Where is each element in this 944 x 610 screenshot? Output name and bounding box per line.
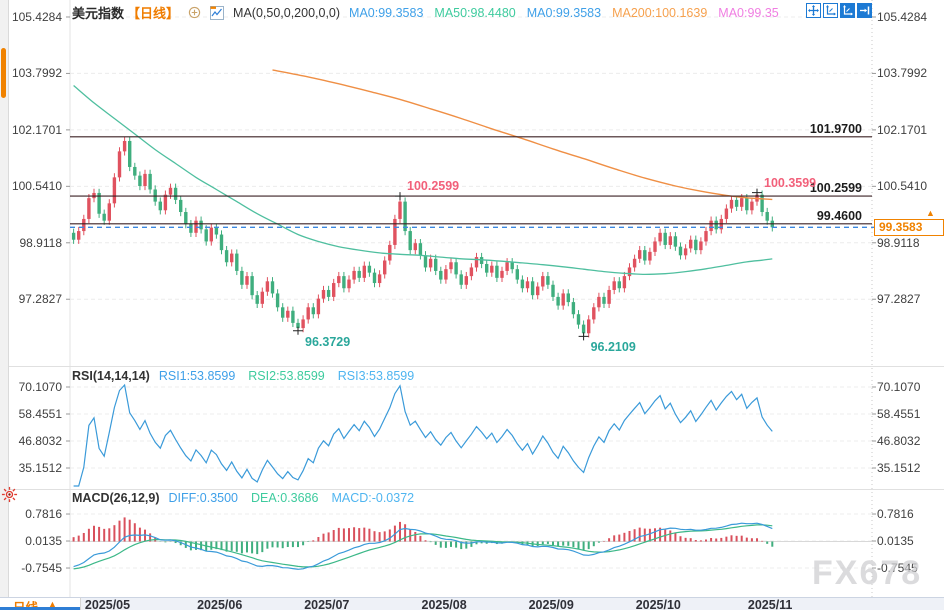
- time-axis-bar: [0, 597, 944, 610]
- macd-value: DIFF:0.3500: [168, 491, 239, 505]
- price-up-arrow-icon: ▲: [926, 208, 935, 219]
- extreme-annotation: 100.3599: [764, 175, 817, 190]
- rsi-axis-tick: 58.4551: [877, 406, 921, 421]
- month-label: 2025/11: [747, 598, 793, 610]
- add-indicator-icon[interactable]: [188, 6, 201, 19]
- period-selector[interactable]: 日线 ▲: [0, 597, 81, 610]
- extreme-annotation: 96.2109: [590, 340, 636, 355]
- month-label: 2025/10: [635, 598, 681, 610]
- month-label: 2025/09: [528, 598, 574, 610]
- period-tag: 【日线】: [127, 6, 180, 21]
- main-axis-tick: 98.9118: [877, 235, 920, 250]
- level-line-label: 99.4600: [816, 208, 862, 223]
- ma-values-row: MA0:99.3583 MA50:98.4480 MA0:99.3583 MA200:…: [349, 6, 779, 20]
- chart-type-icon[interactable]: [210, 5, 225, 20]
- main-axis-tick: 97.2827: [18, 292, 62, 307]
- rsi-axis-tick: 70.1070: [877, 380, 921, 394]
- period-selector-arrow-icon: ▲: [48, 599, 57, 609]
- symbol-title: 美元指数: [72, 6, 125, 21]
- main-axis-tick: 105.4284: [11, 9, 62, 24]
- macd-axis-tick: 0.0135: [25, 534, 62, 549]
- level-line-label: 101.9700: [809, 121, 862, 136]
- pan-crosshair-icon[interactable]: [806, 3, 821, 18]
- rsi-axis-tick: 46.8032: [877, 433, 921, 448]
- rsi-value: RSI2:53.8599: [248, 369, 325, 383]
- main-axis-tick: 102.1701: [11, 122, 62, 137]
- period-selected-underline: [0, 607, 80, 610]
- indicator-settings-sun-icon[interactable]: [1, 486, 18, 503]
- rsi-value: RSI1:53.8599: [158, 369, 236, 383]
- macd-axis-tick: 0.7816: [25, 507, 62, 522]
- main-axis-tick: 103.7992: [11, 66, 62, 81]
- ma-value: MA0:99.35: [718, 5, 779, 20]
- rsi-axis-tick: 70.1070: [18, 380, 62, 394]
- left-scrollbar-track: [0, 0, 9, 610]
- macd-value: MACD:-0.0372: [331, 491, 415, 505]
- ma-value: MA0:99.3583: [349, 5, 424, 20]
- main-axis-tick: 100.5410: [877, 179, 928, 194]
- ma-value: MA0:99.3583: [526, 5, 602, 20]
- ma-settings-label: MA(0,50,0,200,0,0): [233, 5, 341, 20]
- rsi-axis-tick: 35.1512: [18, 460, 62, 475]
- macd-header: MACD(26,12,9) DIFF:0.3500 DEA:0.3686 MACD:…: [72, 491, 414, 505]
- macd-axis-tick: 0.7816: [877, 507, 914, 522]
- rsi-title: RSI(14,14,14): [72, 369, 150, 383]
- main-axis-tick: 103.7992: [877, 66, 928, 81]
- macd-axis-tick: -0.7545: [877, 561, 918, 576]
- macd-axis-tick: 0.0135: [877, 534, 914, 549]
- macd-axis-tick: -0.7545: [21, 561, 62, 576]
- current-price-value: 99.3583: [879, 220, 923, 235]
- rsi-header: RSI(14,14,14) RSI1:53.8599 RSI2:53.8599 RS…: [72, 369, 414, 383]
- month-label: 2025/07: [304, 598, 350, 610]
- ma-value: MA50:98.4480: [434, 5, 516, 20]
- macd-values-row: DIFF:0.3500 DEA:0.3686 MACD:-0.0372: [169, 491, 415, 505]
- main-axis-tick: 98.9118: [19, 235, 63, 250]
- rsi-value: RSI3:53.8599: [337, 369, 415, 383]
- main-axis-tick: 105.4284: [877, 9, 928, 24]
- extreme-annotation: 96.3729: [305, 334, 351, 349]
- scrollbar-thumb[interactable]: [1, 48, 6, 98]
- axis-scale-active-icon[interactable]: [840, 3, 855, 18]
- main-axis-tick: 102.1701: [877, 122, 928, 137]
- macd-value: DEA:0.3686: [251, 491, 319, 505]
- month-label: 2025/06: [197, 598, 243, 610]
- rsi-axis-tick: 58.4551: [18, 406, 62, 421]
- chart-toolbar: [806, 3, 872, 18]
- main-axis-tick: 97.2827: [877, 292, 921, 307]
- watermark: FX678: [812, 554, 923, 592]
- current-price-marker: 99.3583: [874, 219, 944, 237]
- main-chart-header: 美元指数 【日线】 MA(0,50,0,200,0,0) MA0:99.3583…: [72, 3, 779, 22]
- rsi-axis-tick: 46.8032: [18, 433, 62, 448]
- rsi-values-row: RSI1:53.8599 RSI2:53.8599 RSI3:53.8599: [159, 369, 414, 383]
- period-selector-label[interactable]: 日线: [13, 601, 39, 610]
- month-label: 2025/08: [421, 598, 467, 610]
- level-line-label: 100.2599: [809, 181, 862, 196]
- macd-title: MACD(26,12,9): [72, 491, 160, 505]
- rsi-axis-tick: 35.1512: [877, 460, 921, 475]
- extreme-annotation: 100.2599: [407, 179, 460, 194]
- main-axis-tick: 100.5410: [11, 179, 62, 194]
- axis-scale-icon[interactable]: [823, 3, 838, 18]
- collapse-right-icon[interactable]: [857, 3, 872, 18]
- month-label: 2025/05: [84, 598, 131, 610]
- ma-value: MA200:100.1639: [612, 5, 708, 20]
